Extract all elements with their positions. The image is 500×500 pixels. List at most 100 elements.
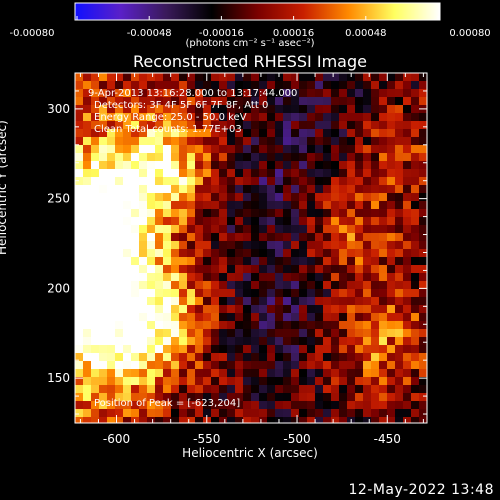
- heatmap-cell: [347, 329, 356, 338]
- heatmap-cell: [243, 265, 252, 274]
- heatmap-cell: [291, 249, 300, 258]
- heatmap-cell: [227, 145, 236, 154]
- heatmap-cell: [219, 137, 228, 146]
- heatmap-cell: [155, 177, 164, 186]
- heatmap-cell: [179, 249, 188, 258]
- heatmap-cell: [75, 273, 84, 282]
- heatmap-cell: [155, 265, 164, 274]
- heatmap-cell: [267, 73, 276, 82]
- heatmap-cell: [315, 121, 324, 130]
- heatmap-cell: [211, 401, 220, 410]
- heatmap-cell: [91, 185, 100, 194]
- heatmap-cell: [115, 353, 124, 362]
- heatmap-cell: [211, 201, 220, 210]
- heatmap-cell: [83, 361, 92, 370]
- heatmap-cell: [123, 409, 132, 418]
- heatmap-cell: [251, 105, 260, 114]
- heatmap-cell: [395, 177, 404, 186]
- heatmap-cell: [123, 241, 132, 250]
- heatmap-cell: [419, 161, 427, 170]
- heatmap-cell: [99, 329, 108, 338]
- heatmap-cell: [171, 369, 180, 378]
- heatmap-cell: [131, 337, 140, 346]
- heatmap-cell: [283, 233, 292, 242]
- heatmap-cell: [411, 97, 420, 106]
- heatmap-cell: [331, 129, 340, 138]
- heatmap-cell: [163, 313, 172, 322]
- heatmap-cell: [219, 305, 228, 314]
- heatmap-cell: [411, 385, 420, 394]
- heatmap-cell: [355, 169, 364, 178]
- x-tick-label: -500: [283, 432, 310, 446]
- heatmap-cell: [403, 257, 412, 266]
- heatmap-cell: [107, 353, 116, 362]
- heatmap-cell: [131, 193, 140, 202]
- heatmap-cell: [115, 185, 124, 194]
- heatmap-cell: [147, 377, 156, 386]
- heatmap-cell: [187, 177, 196, 186]
- heatmap-cell: [283, 145, 292, 154]
- heatmap-cell: [227, 217, 236, 226]
- heatmap-cell: [267, 289, 276, 298]
- heatmap-cell: [395, 273, 404, 282]
- heatmap-cell: [75, 209, 84, 218]
- heatmap-cell: [275, 97, 284, 106]
- heatmap-cell: [107, 153, 116, 162]
- heatmap-cell: [171, 401, 180, 410]
- heatmap-cell: [131, 233, 140, 242]
- heatmap-cell: [211, 225, 220, 234]
- heatmap-cell: [331, 289, 340, 298]
- annotation-detectors: Detectors: 3F 4F 5F 6F 7F 8F, Att 0: [94, 100, 269, 111]
- heatmap-cell: [275, 113, 284, 122]
- heatmap-cell: [115, 289, 124, 298]
- heatmap-cell: [147, 233, 156, 242]
- heatmap-cell: [355, 89, 364, 98]
- heatmap-cell: [123, 353, 132, 362]
- heatmap-cell: [115, 233, 124, 242]
- heatmap-cell: [331, 417, 340, 423]
- heatmap-cell: [371, 257, 380, 266]
- heatmap-cell: [259, 177, 268, 186]
- heatmap-cell: [315, 249, 324, 258]
- heatmap-cell: [83, 305, 92, 314]
- heatmap-cell: [187, 321, 196, 330]
- heatmap-cell: [267, 321, 276, 330]
- heatmap-cell: [387, 81, 396, 90]
- heatmap-cell: [91, 161, 100, 170]
- heatmap-cell: [403, 321, 412, 330]
- heatmap-cell: [275, 361, 284, 370]
- heatmap-cell: [355, 265, 364, 274]
- heatmap-cell: [211, 329, 220, 338]
- heatmap-cell: [195, 185, 204, 194]
- heatmap-cell: [179, 265, 188, 274]
- heatmap-cell: [347, 169, 356, 178]
- heatmap-cell: [371, 137, 380, 146]
- heatmap-cell: [83, 329, 92, 338]
- heatmap-cell: [163, 177, 172, 186]
- heatmap-cell: [123, 185, 132, 194]
- heatmap-cell: [291, 377, 300, 386]
- heatmap-cell: [171, 249, 180, 258]
- heatmap-cell: [323, 321, 332, 330]
- heatmap-cell: [371, 401, 380, 410]
- heatmap-cell: [139, 313, 148, 322]
- heatmap-cell: [307, 217, 316, 226]
- heatmap-cell: [171, 385, 180, 394]
- heatmap-cell: [187, 393, 196, 402]
- heatmap-cell: [211, 233, 220, 242]
- heatmap-cell: [283, 345, 292, 354]
- heatmap-cell: [331, 321, 340, 330]
- heatmap-cell: [163, 369, 172, 378]
- heatmap-cell: [419, 337, 427, 346]
- heatmap-cell: [235, 409, 244, 418]
- heatmap-cell: [123, 137, 132, 146]
- heatmap-cell: [251, 313, 260, 322]
- heatmap-cell: [243, 377, 252, 386]
- heatmap-cell: [195, 289, 204, 298]
- heatmap-cell: [235, 321, 244, 330]
- heatmap-cell: [211, 153, 220, 162]
- heatmap-cell: [91, 89, 100, 98]
- heatmap-cell: [179, 89, 188, 98]
- heatmap-cell: [419, 193, 427, 202]
- heatmap-cell: [187, 161, 196, 170]
